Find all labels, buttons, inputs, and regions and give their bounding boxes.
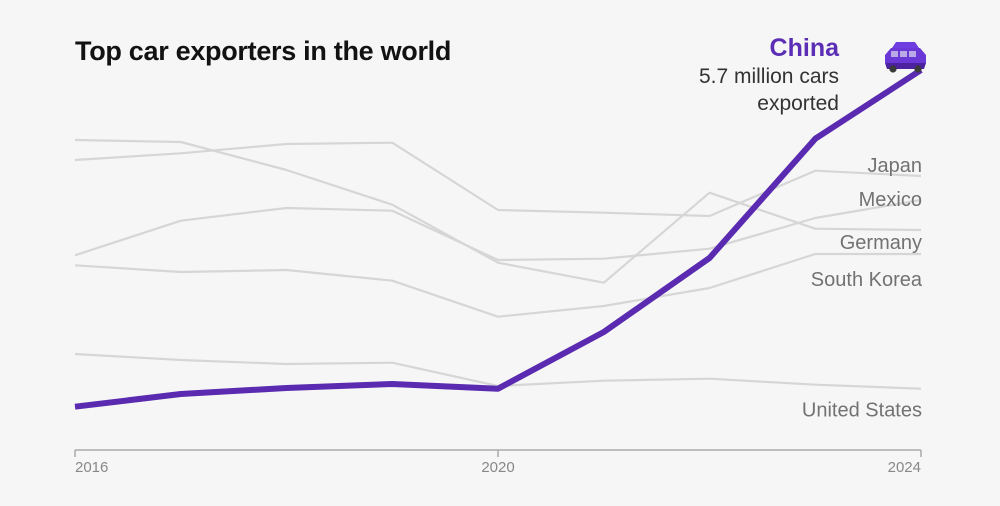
x-tick-label-2020: 2020 — [481, 459, 514, 476]
series-labels: Japan Mexico Germany South Korea United Stat… — [802, 155, 923, 422]
series-label-mexico: Mexico — [859, 189, 922, 211]
series-label-united-states: United States — [802, 400, 922, 422]
highlight-series-name: China — [770, 34, 841, 62]
car-icon — [885, 42, 926, 73]
chart-title: Top car exporters in the world — [75, 36, 451, 66]
china-annotation: China 5.7 million cars exported — [699, 34, 840, 115]
series-line-united-states — [74, 352, 922, 390]
series-line-germany — [74, 138, 922, 284]
x-axis: 2016 2020 2024 — [74, 449, 922, 476]
highlight-series-group — [74, 67, 923, 410]
highlight-annotation-line-1: 5.7 million cars — [699, 65, 839, 88]
highlight-annotation-line-2: exported — [757, 92, 839, 115]
series-line-japan — [74, 141, 922, 218]
series-line-mexico — [74, 198, 922, 262]
background-series-group — [74, 138, 922, 390]
x-tick-label-2024: 2024 — [888, 459, 921, 476]
series-label-south-korea: South Korea — [811, 269, 923, 291]
series-line-china — [74, 67, 923, 410]
series-line-south-korea — [74, 252, 921, 318]
series-label-japan: Japan — [868, 155, 923, 177]
series-label-germany: Germany — [840, 232, 922, 254]
x-tick-label-2016: 2016 — [75, 459, 108, 476]
